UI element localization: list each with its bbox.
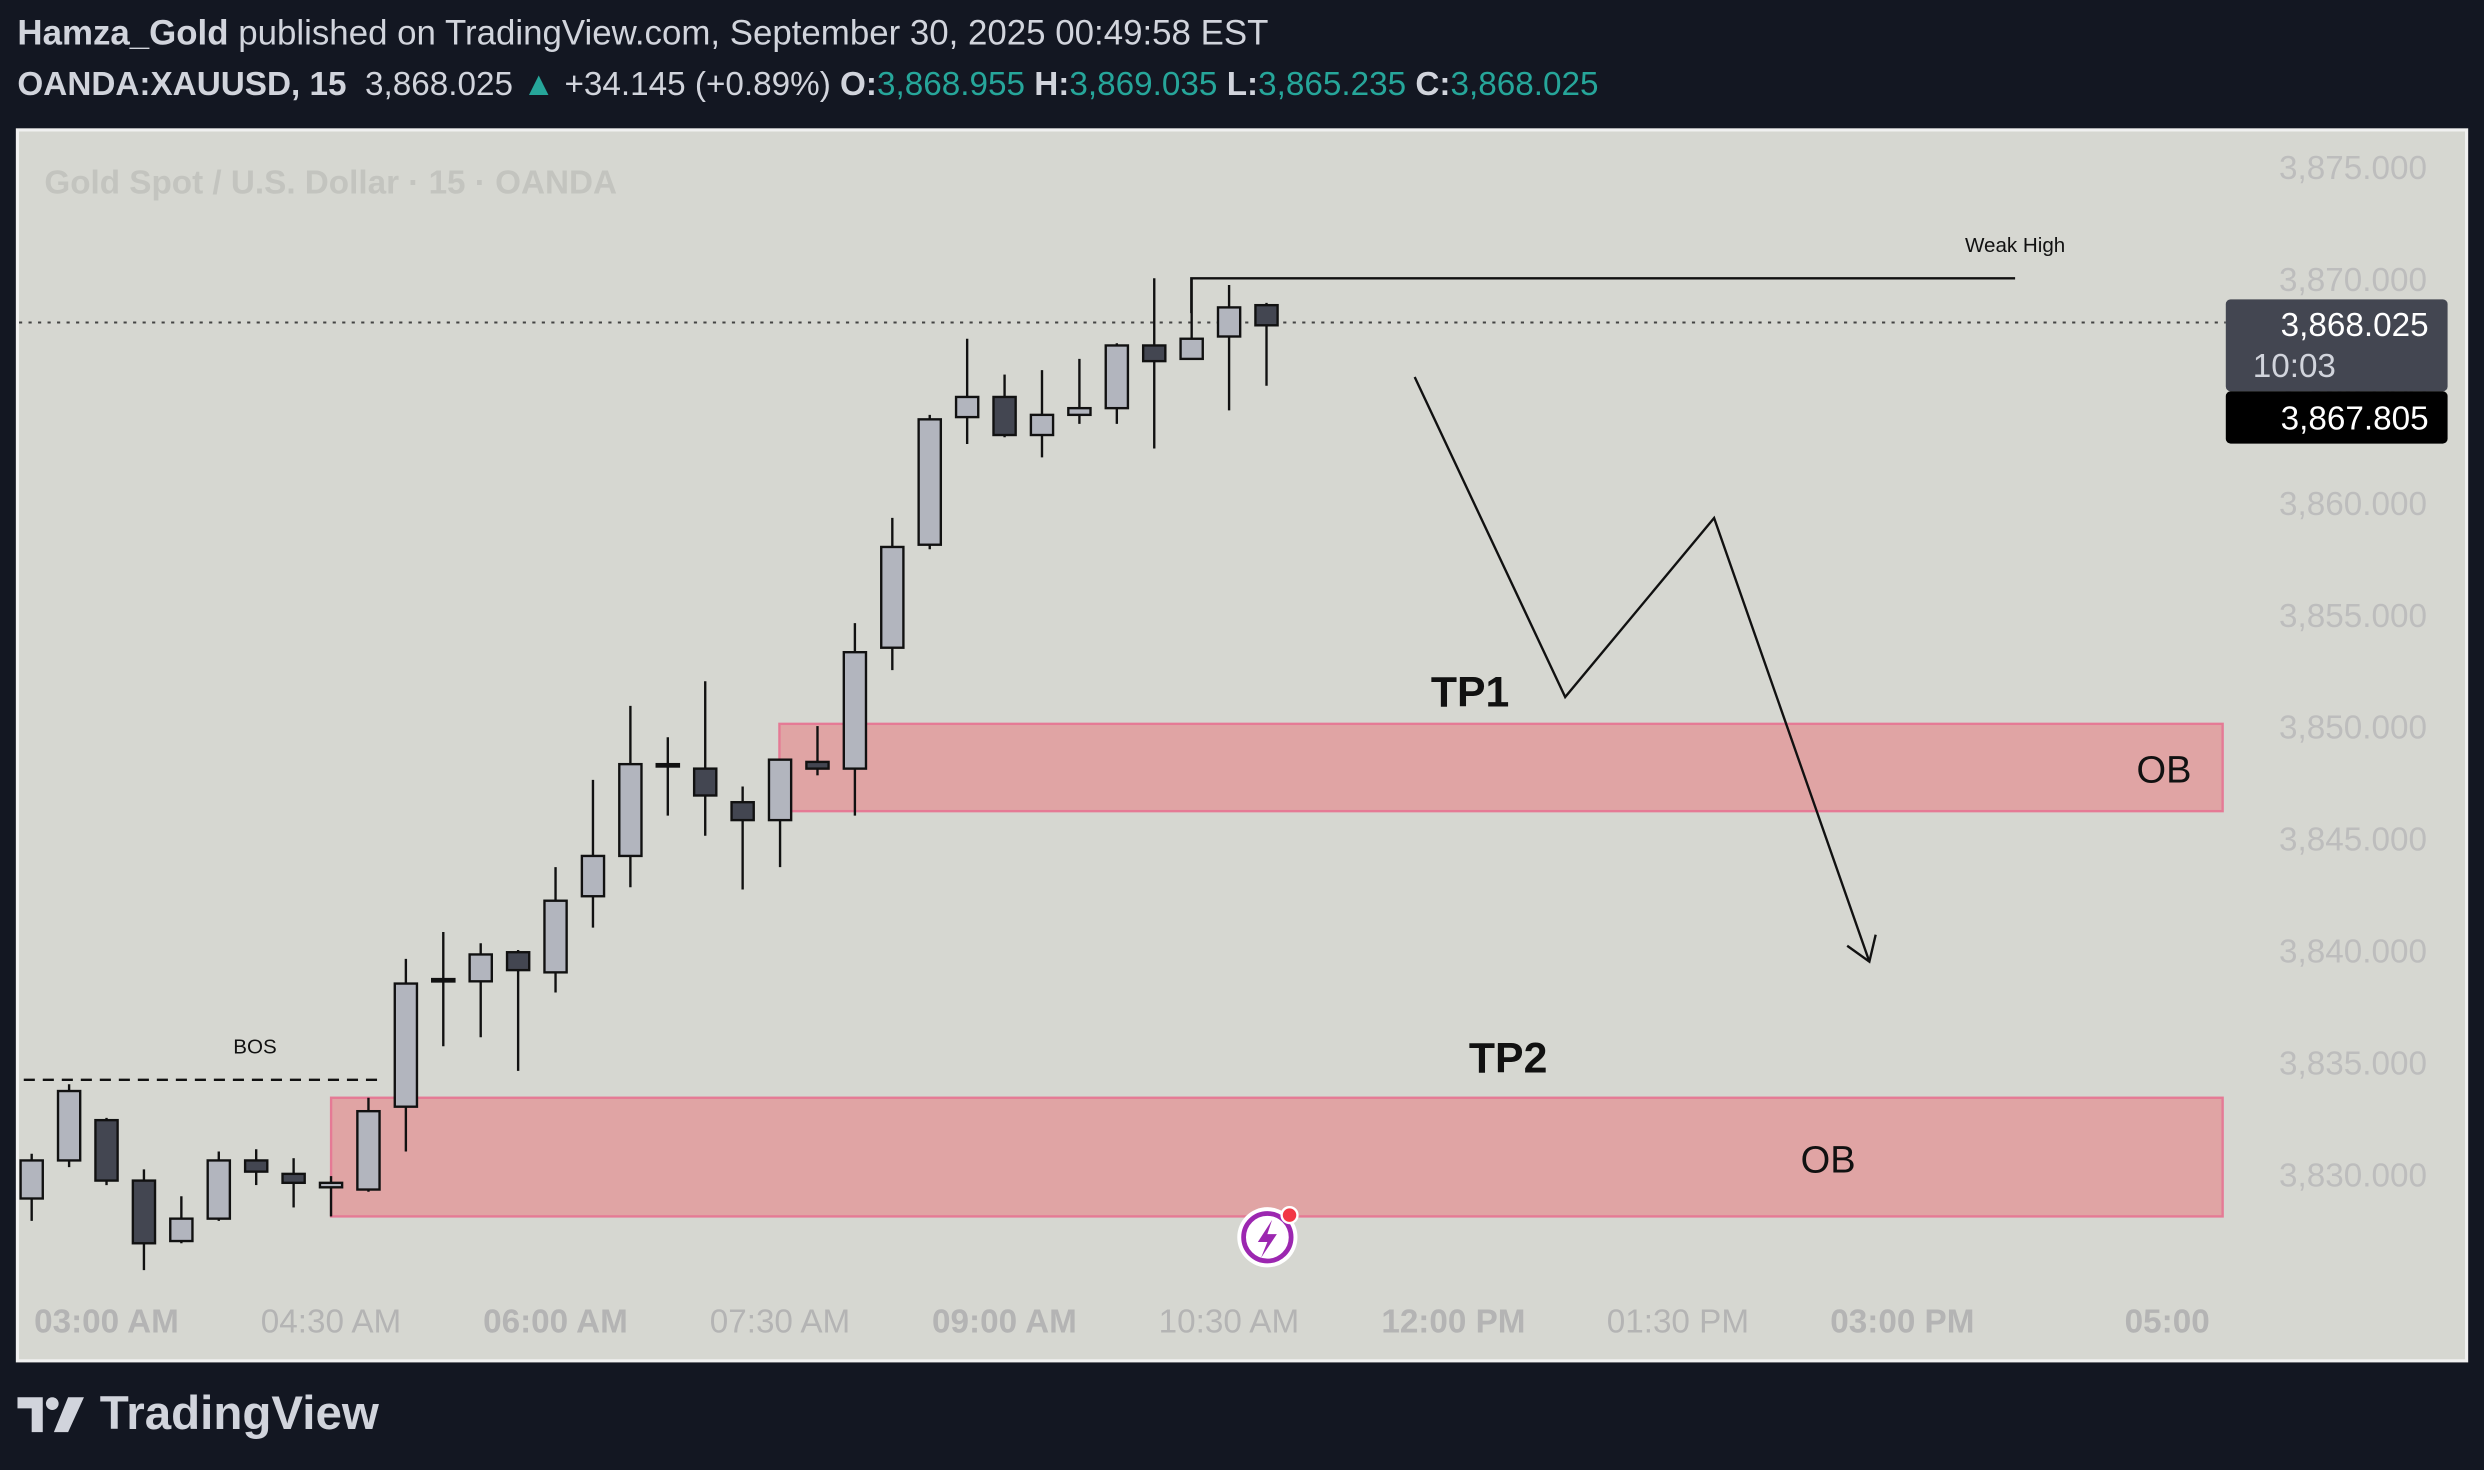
tradingview-logo-icon bbox=[17, 1397, 84, 1433]
low-label: L: bbox=[1226, 66, 1259, 103]
candle-body[interactable] bbox=[954, 395, 980, 419]
candle-body[interactable] bbox=[543, 899, 568, 974]
chart-watermark: Gold Spot / U.S. Dollar · 15 · OANDA bbox=[44, 164, 617, 201]
order-block-zone-1[interactable] bbox=[778, 722, 2224, 813]
tp1-label: TP1 bbox=[1431, 669, 1509, 717]
candle-body[interactable] bbox=[56, 1089, 82, 1162]
tp2-label: TP2 bbox=[1469, 1035, 1547, 1083]
candle-body[interactable] bbox=[730, 801, 755, 822]
candle-body[interactable] bbox=[169, 1217, 194, 1243]
time-tick-label: 05:00 bbox=[2125, 1303, 2210, 1340]
candle-body[interactable] bbox=[767, 758, 793, 822]
lightning-icon bbox=[1257, 1219, 1277, 1258]
candle-body[interactable] bbox=[692, 767, 718, 797]
price-tick-label: 3,840.000 bbox=[2279, 934, 2427, 971]
order-block-zone-2[interactable] bbox=[329, 1096, 2224, 1218]
time-tick-label: 12:00 PM bbox=[1381, 1303, 1525, 1340]
candle-body[interactable] bbox=[505, 951, 531, 972]
price-tick-label: 3,870.000 bbox=[2279, 262, 2427, 299]
candle-body[interactable] bbox=[318, 1181, 344, 1189]
candle-body[interactable] bbox=[131, 1179, 157, 1245]
triangle-up-icon: ▲ bbox=[522, 66, 556, 103]
tradingview-logo[interactable]: TradingView bbox=[17, 1387, 379, 1442]
published-text: published on TradingView.com, September … bbox=[238, 12, 1269, 53]
time-tick-label: 06:00 AM bbox=[483, 1303, 628, 1340]
open-value: 3,868.955 bbox=[877, 66, 1026, 103]
candle-body[interactable] bbox=[393, 982, 419, 1108]
time-tick-label: 09:00 AM bbox=[932, 1303, 1077, 1340]
ob-label-lower: OB bbox=[1801, 1139, 1856, 1181]
projection-path[interactable] bbox=[1413, 376, 1871, 963]
candle-body[interactable] bbox=[206, 1159, 232, 1220]
candle-body[interactable] bbox=[917, 418, 943, 546]
candle-body[interactable] bbox=[94, 1118, 119, 1182]
candle-body[interactable] bbox=[805, 760, 830, 770]
publish-info: Hamza_Gold published on TradingView.com,… bbox=[17, 13, 1268, 54]
high-label: H: bbox=[1034, 66, 1070, 103]
candle-body[interactable] bbox=[468, 953, 493, 983]
weak-high-label: Weak High bbox=[1965, 234, 2065, 257]
bos-label: BOS bbox=[233, 1035, 276, 1058]
candle-body[interactable] bbox=[19, 1159, 44, 1200]
last-price: 3,868.025 bbox=[364, 66, 513, 103]
price-tick-label: 3,855.000 bbox=[2279, 598, 2427, 635]
crosshair-price-tag-text: 3,867.805 bbox=[2281, 400, 2429, 437]
high-value: 3,869.035 bbox=[1069, 66, 1218, 103]
candle-body[interactable] bbox=[243, 1159, 269, 1173]
tradingview-logo-text: TradingView bbox=[99, 1387, 379, 1441]
bar-countdown: 10:03 bbox=[2253, 348, 2336, 385]
candle-body[interactable] bbox=[1104, 344, 1130, 410]
candle-body[interactable] bbox=[842, 651, 868, 770]
time-tick-label: 03:00 AM bbox=[34, 1303, 179, 1340]
time-tick-label: 01:30 PM bbox=[1607, 1303, 1749, 1340]
candle-body[interactable] bbox=[1216, 306, 1242, 338]
price-tick-label: 3,860.000 bbox=[2279, 486, 2427, 523]
candle-body[interactable] bbox=[1254, 303, 1279, 327]
price-change: +34.145 (+0.89%) bbox=[564, 66, 831, 103]
arrow-head-icon bbox=[1846, 934, 1877, 964]
price-tick-label: 3,835.000 bbox=[2279, 1046, 2427, 1083]
time-tick-label: 10:30 AM bbox=[1159, 1303, 1299, 1340]
open-label: O: bbox=[840, 66, 878, 103]
candle-body[interactable] bbox=[1141, 344, 1167, 363]
candle-body[interactable] bbox=[281, 1172, 306, 1185]
ob-label-upper: OB bbox=[2137, 750, 2192, 792]
low-value: 3,865.235 bbox=[1258, 66, 1407, 103]
symbol: OANDA:XAUUSD, 15 bbox=[17, 66, 347, 103]
candle-body[interactable] bbox=[655, 762, 681, 768]
notification-dot-icon bbox=[1280, 1205, 1299, 1225]
close-label: C: bbox=[1415, 66, 1451, 103]
candle-body[interactable] bbox=[618, 762, 643, 858]
price-tick-label: 3,845.000 bbox=[2279, 822, 2427, 859]
price-tick-label: 3,875.000 bbox=[2279, 150, 2427, 187]
time-tick-label: 03:00 PM bbox=[1830, 1303, 1974, 1340]
close-value: 3,868.025 bbox=[1450, 66, 1599, 103]
time-tick-label: 04:30 AM bbox=[261, 1303, 401, 1340]
candle-body[interactable] bbox=[880, 545, 905, 649]
price-tick-label: 3,850.000 bbox=[2279, 710, 2427, 747]
price-tick-label: 3,830.000 bbox=[2279, 1158, 2427, 1195]
last-price-tag bbox=[2225, 299, 2448, 392]
candle-body[interactable] bbox=[431, 977, 456, 983]
symbol-info: OANDA:XAUUSD, 15 3,868.025 ▲ +34.145 (+0… bbox=[17, 67, 1598, 105]
candle-body[interactable] bbox=[992, 395, 1017, 437]
candle-body[interactable] bbox=[1029, 413, 1055, 437]
time-tick-label: 07:30 AM bbox=[710, 1303, 850, 1340]
candle-body[interactable] bbox=[580, 854, 606, 898]
author-name[interactable]: Hamza_Gold bbox=[17, 12, 229, 53]
candle-body[interactable] bbox=[1179, 337, 1204, 361]
last-price-tag-text: 3,868.025 bbox=[2281, 307, 2429, 344]
crosshair-price-tag bbox=[2225, 391, 2448, 444]
candle-body[interactable] bbox=[356, 1109, 381, 1191]
candle-body[interactable] bbox=[1067, 406, 1092, 417]
